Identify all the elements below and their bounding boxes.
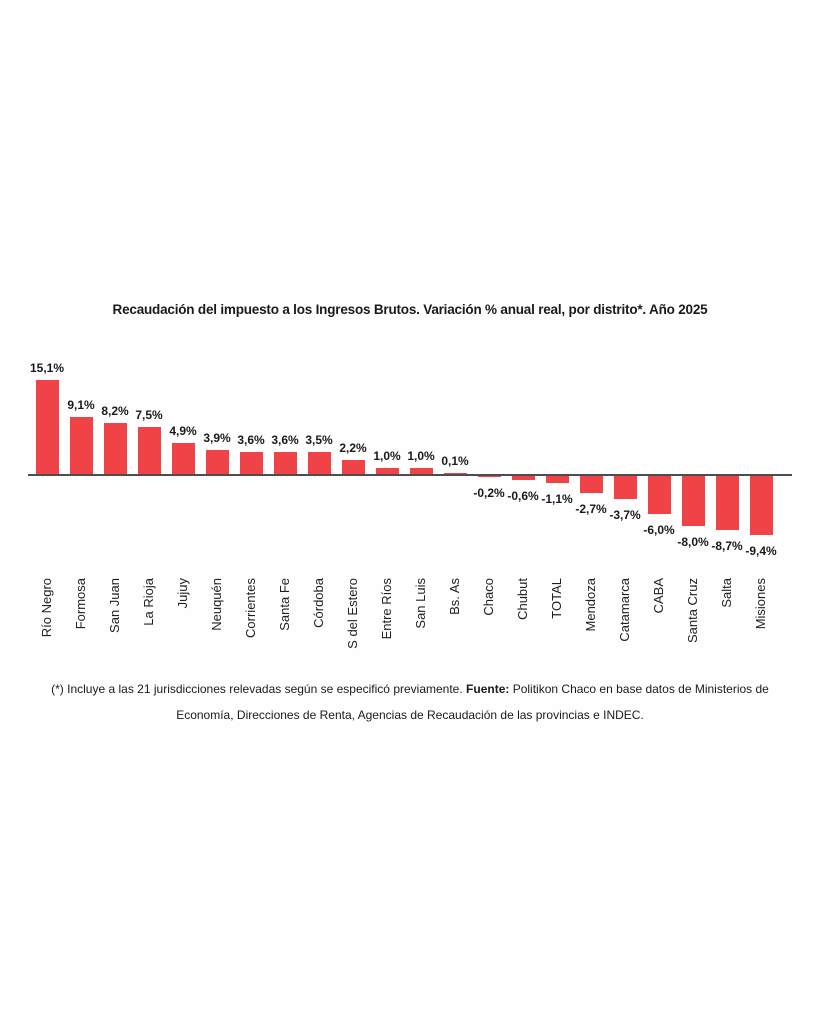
x-axis-label: Jujuy bbox=[175, 578, 190, 609]
x-axis-label: Catamarca bbox=[617, 578, 632, 642]
x-axis-line bbox=[28, 474, 792, 476]
bar bbox=[375, 467, 399, 474]
x-axis-label: Santa Cruz bbox=[685, 578, 700, 644]
bar bbox=[307, 452, 331, 474]
bar bbox=[341, 460, 365, 474]
footnote-text: (*) Incluye a las 21 jurisdicciones rele… bbox=[51, 682, 467, 696]
value-label: -8,0% bbox=[677, 535, 709, 549]
value-label: 1,0% bbox=[373, 448, 401, 463]
bar bbox=[137, 427, 161, 474]
x-axis-label: TOTAL bbox=[549, 578, 564, 619]
value-label: 2,2% bbox=[339, 441, 367, 456]
value-label: -3,7% bbox=[609, 508, 641, 523]
bar bbox=[477, 476, 501, 478]
x-axis-label: Chaco bbox=[481, 578, 496, 616]
x-axis-label: Chubut bbox=[515, 578, 530, 620]
x-axis-label: Santa Fe bbox=[277, 578, 292, 631]
bar bbox=[715, 476, 739, 531]
value-label: 1,0% bbox=[407, 448, 435, 463]
bar bbox=[171, 443, 195, 474]
bar bbox=[579, 476, 603, 493]
bar bbox=[681, 476, 705, 526]
bar bbox=[647, 476, 671, 514]
x-axis-label: La Rioja bbox=[141, 578, 156, 626]
bar bbox=[749, 476, 773, 535]
bar bbox=[69, 417, 93, 474]
value-label: 0,1% bbox=[441, 454, 469, 468]
x-axis-label: Corrientes bbox=[243, 578, 258, 638]
x-axis-label: San Juan bbox=[107, 578, 122, 633]
value-label: 9,1% bbox=[67, 398, 95, 413]
bar bbox=[35, 379, 59, 474]
footnote-line2: Economía, Direcciones de Renta, Agencias… bbox=[176, 708, 644, 722]
value-label: 4,9% bbox=[169, 424, 197, 439]
x-axis-label: San Luis bbox=[413, 578, 428, 629]
x-axis-label: S del Estero bbox=[345, 578, 360, 649]
value-label: -2,7% bbox=[575, 501, 607, 516]
bar bbox=[511, 476, 535, 480]
x-axis-label: Mendoza bbox=[583, 578, 598, 632]
x-axis-label: Formosa bbox=[73, 578, 88, 630]
footnote: (*) Incluye a las 21 jurisdicciones rele… bbox=[15, 676, 805, 728]
value-label: -0,2% bbox=[473, 486, 505, 501]
x-axis-label: Entre Ríos bbox=[379, 578, 394, 640]
value-label: 3,5% bbox=[305, 433, 333, 448]
footnote-fuente-label: Fuente: bbox=[466, 682, 510, 696]
x-axis-label: Salta bbox=[719, 578, 734, 608]
x-axis-label: Neuquén bbox=[209, 578, 224, 631]
bar bbox=[613, 476, 637, 500]
bar bbox=[409, 467, 433, 474]
bar bbox=[545, 476, 569, 483]
value-label: -8,7% bbox=[711, 539, 743, 554]
x-axis-label: CABA bbox=[651, 578, 666, 614]
x-axis-label: Misiones bbox=[753, 578, 768, 630]
value-label: 3,9% bbox=[203, 430, 231, 445]
value-label: -6,0% bbox=[643, 522, 675, 537]
value-label: -9,4% bbox=[745, 543, 777, 558]
x-axis-label: Córdoba bbox=[311, 578, 326, 628]
bar-chart: 15,1% Río Negro 9,1% Formosa 8,2% San Juan 7,5… bbox=[28, 352, 792, 684]
footnote-source-text: Politikon Chaco en base datos de Ministe… bbox=[509, 682, 769, 696]
value-label: 3,6% bbox=[237, 432, 265, 447]
bar bbox=[239, 451, 263, 474]
x-axis-label: Río Negro bbox=[39, 578, 54, 638]
value-label: 7,5% bbox=[135, 408, 163, 423]
value-label: 3,6% bbox=[271, 432, 299, 447]
value-label: 15,1% bbox=[29, 360, 65, 375]
chart-title: Recaudación del impuesto a los Ingresos … bbox=[112, 302, 708, 317]
bar bbox=[443, 473, 467, 474]
value-label: -0,6% bbox=[507, 488, 539, 503]
value-label: 8,2% bbox=[101, 403, 129, 418]
bar bbox=[273, 451, 297, 474]
value-label: -1,1% bbox=[541, 491, 573, 506]
x-axis-label: Bs. As bbox=[447, 578, 462, 615]
bar bbox=[103, 422, 127, 474]
bar bbox=[205, 449, 229, 474]
